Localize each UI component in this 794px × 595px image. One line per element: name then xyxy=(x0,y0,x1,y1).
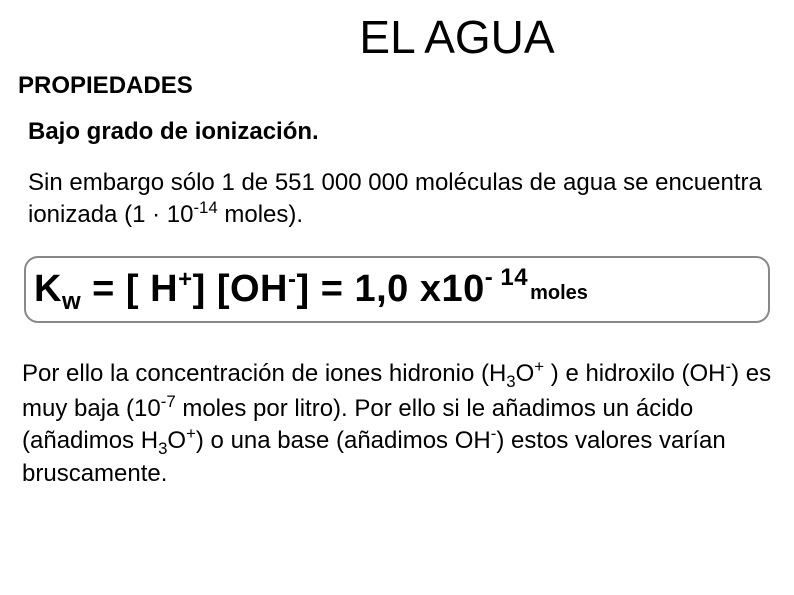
page-title: EL AGUA xyxy=(138,10,776,64)
p2-sub3b: 3 xyxy=(158,438,167,457)
f-br1: ] [OH xyxy=(193,268,288,310)
p1-sup: -14 xyxy=(193,198,217,217)
p2-supplus2: + xyxy=(186,424,196,443)
formula-box: Kw = [ H+] [OH-] = 1,0 x10- 14 moles xyxy=(24,256,770,323)
p2-a: Por ello la concentración de iones hidro… xyxy=(22,360,506,387)
paragraph-2: Por ello la concentración de iones hidro… xyxy=(22,357,776,488)
kw-w: w xyxy=(62,288,81,315)
p2-c: ) e hidroxilo (OH xyxy=(544,360,725,387)
formula: Kw = [ H+] [OH-] = 1,0 x10- 14 xyxy=(34,268,528,311)
f-exp14: 14 xyxy=(493,264,528,291)
f-eq1: = [ H xyxy=(81,268,178,310)
p1-text-b: moles). xyxy=(218,201,303,228)
f-minus2: - xyxy=(485,264,494,291)
section-heading: PROPIEDADES xyxy=(18,72,776,100)
p2-sub3a: 3 xyxy=(506,372,515,391)
p1-text-a: Sin embargo sólo 1 de 551 000 000 molécu… xyxy=(28,169,762,228)
f-br2: ] = 1,0 x10 xyxy=(296,268,484,310)
p2-supplus: + xyxy=(534,357,544,376)
kw-k: K xyxy=(34,268,62,310)
p2-f: O xyxy=(167,427,186,454)
moles-label: moles xyxy=(530,282,588,311)
p2-supm7: -7 xyxy=(161,392,176,411)
p2-b: O xyxy=(516,360,535,387)
subheading: Bajo grado de ionización. xyxy=(28,118,776,146)
p2-g: ) o una base (añadimos OH xyxy=(196,427,491,454)
paragraph-1: Sin embargo sólo 1 de 551 000 000 molécu… xyxy=(28,168,776,230)
f-minus1: - xyxy=(288,266,297,293)
f-plus: + xyxy=(178,266,193,293)
